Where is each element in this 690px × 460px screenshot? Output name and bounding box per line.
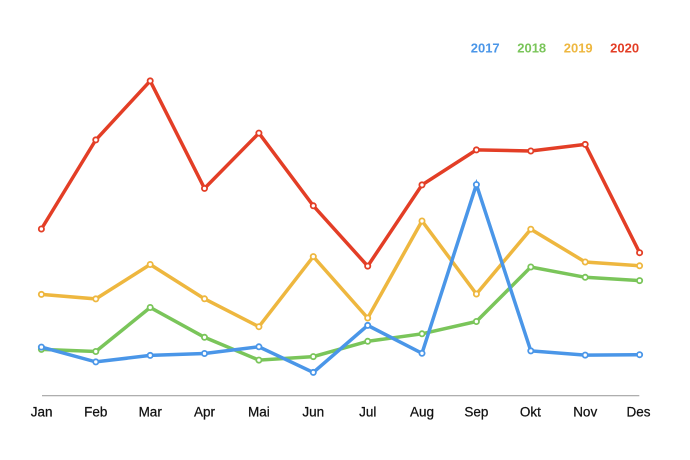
svg-text:2018: 2018 (517, 41, 546, 56)
svg-text:2017: 2017 (471, 41, 500, 56)
svg-text:Jun: Jun (302, 404, 324, 419)
svg-text:Apr: Apr (194, 404, 216, 419)
svg-text:Okt: Okt (520, 404, 541, 419)
svg-text:2019: 2019 (564, 41, 593, 56)
svg-text:Des: Des (626, 404, 650, 419)
svg-text:Mai: Mai (248, 404, 270, 419)
svg-text:Aug: Aug (410, 404, 434, 419)
svg-text:Mar: Mar (139, 404, 163, 419)
svg-text:Sep: Sep (464, 404, 488, 419)
svg-text:2020: 2020 (610, 41, 639, 56)
svg-text:Jan: Jan (31, 404, 53, 419)
svg-text:Nov: Nov (573, 404, 597, 419)
svg-text:Jul: Jul (359, 404, 376, 419)
svg-text:Feb: Feb (84, 404, 107, 419)
